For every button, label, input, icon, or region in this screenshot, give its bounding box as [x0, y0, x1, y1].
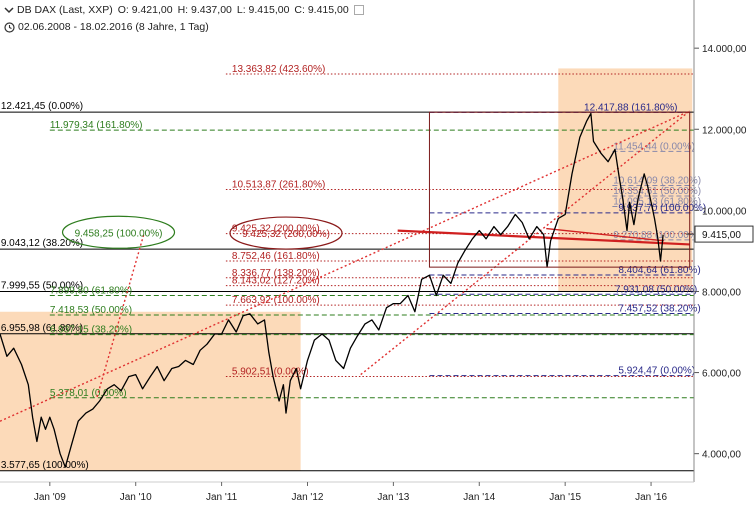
- high-value: H: 9.437,00: [177, 4, 232, 16]
- fib-level-label: 8.404,64 (61.80%): [618, 265, 700, 276]
- fib-level-label: 10.513,87 (261.80%): [232, 180, 325, 191]
- fib-level-label: 8.336,77 (138.20%): [232, 268, 320, 279]
- low-value: L: 9.415,00: [236, 4, 290, 16]
- trendline: [546, 227, 665, 242]
- chart-header-line1: DB DAX (Last, XXP) O: 9.421,00 H: 9.437,00…: [4, 4, 367, 16]
- x-tick-label: Jan '10: [120, 492, 152, 503]
- collapse-icon[interactable]: [4, 5, 14, 15]
- settings-checkbox-icon[interactable]: [353, 5, 364, 16]
- fib-level-label: 11.979,34 (161.80%): [50, 120, 143, 131]
- fib-level-label: 7.663,92 (100.00%): [232, 295, 320, 306]
- fib-level-label: 6.955,98 (61.80%): [1, 323, 83, 334]
- highlight-ellipse: [61, 215, 176, 249]
- fib-level-label: 6.937,15 (38.20%): [50, 325, 132, 336]
- clock-icon: [4, 22, 15, 33]
- y-tick-label: 12.000,00: [702, 125, 747, 136]
- last-price-label: 9.415,00: [702, 230, 741, 241]
- fib-level-label: 10.614,09 (38.20%): [613, 175, 701, 186]
- trendline: [360, 110, 691, 376]
- fib-level-label: 7.931,08 (50.00%): [615, 284, 697, 295]
- fib-level-label: 8.752,46 (161.80%): [232, 251, 320, 262]
- chart-header-line2: 02.06.2008 - 18.02.2016 (8 Jahre, 1 Tag): [4, 21, 214, 33]
- fib-level-label: 9.937,70 (100.00%): [618, 203, 706, 214]
- instrument-name: DB DAX (Last, XXP): [17, 4, 113, 16]
- fib-level-label: 13.363,82 (423.60%): [232, 64, 325, 75]
- fib-level-label: 5.902,51 (0.00%): [232, 367, 309, 378]
- ellipse-label: 9.425,32 (200,00%): [242, 229, 330, 240]
- trendline: [96, 232, 145, 398]
- x-tick-label: Jan '12: [292, 492, 324, 503]
- y-tick-label: 6.000,00: [702, 369, 741, 380]
- y-tick-label: 10.000,00: [702, 206, 747, 217]
- fib-level-label: 12.417,88 (161.80%): [584, 102, 677, 113]
- shaded-region: [558, 68, 693, 292]
- fib-level-label: 5.378,01 (0.00%): [50, 388, 127, 399]
- ellipse-label: 9.458,25 (100.00%): [75, 228, 163, 239]
- measure-box: [428, 111, 691, 268]
- shaded-region: [0, 311, 301, 471]
- last-price-box: [694, 225, 754, 243]
- open-value: O: 9.421,00: [117, 4, 173, 16]
- fib-level-label: 7.418,53 (50.00%): [50, 305, 132, 316]
- fib-level-label: 9.425,32 (200,00%): [232, 224, 320, 235]
- close-value: C: 9.415,00: [294, 4, 349, 16]
- y-tick-label: 4.000,00: [702, 450, 741, 461]
- fib-level-label: 7.899,80 (61.80%): [50, 286, 132, 297]
- fib-level-label: 7.999,55 (50.00%): [1, 280, 83, 291]
- x-tick-label: Jan '09: [34, 492, 66, 503]
- x-tick-label: Jan '15: [549, 492, 581, 503]
- y-tick-label: 14.000,00: [702, 44, 747, 55]
- price-line: [0, 112, 664, 468]
- highlight-ellipse: [229, 216, 343, 250]
- fib-level-label: 7.457,52 (38.20%): [618, 303, 700, 314]
- fib-level-label: 5.924,47 (0.00%): [618, 366, 695, 377]
- x-tick-label: Jan '13: [377, 492, 409, 503]
- fib-level-label: 8.143,02 (127.20%): [232, 276, 320, 287]
- fib-level-label: 10.354,61 (50.00%): [613, 186, 701, 197]
- y-tick-label: 8.000,00: [702, 287, 741, 298]
- date-range: 02.06.2008 - 18.02.2016 (8 Jahre, 1 Tag): [18, 21, 209, 33]
- fib-level-label: 10.095,13 (61.80%): [613, 197, 701, 208]
- fib-level-label: 3.577,65 (100.00%): [1, 460, 89, 471]
- fib-level-label: 9.043,12 (38.20%): [1, 238, 83, 249]
- fib-level-label: 11.454,44 (0.00%): [613, 141, 695, 152]
- x-tick-label: Jan '11: [206, 492, 238, 503]
- fib-level-label: 12.421,45 (0.00%): [1, 101, 83, 112]
- x-tick-label: Jan '16: [635, 492, 667, 503]
- x-tick-label: Jan '14: [463, 492, 495, 503]
